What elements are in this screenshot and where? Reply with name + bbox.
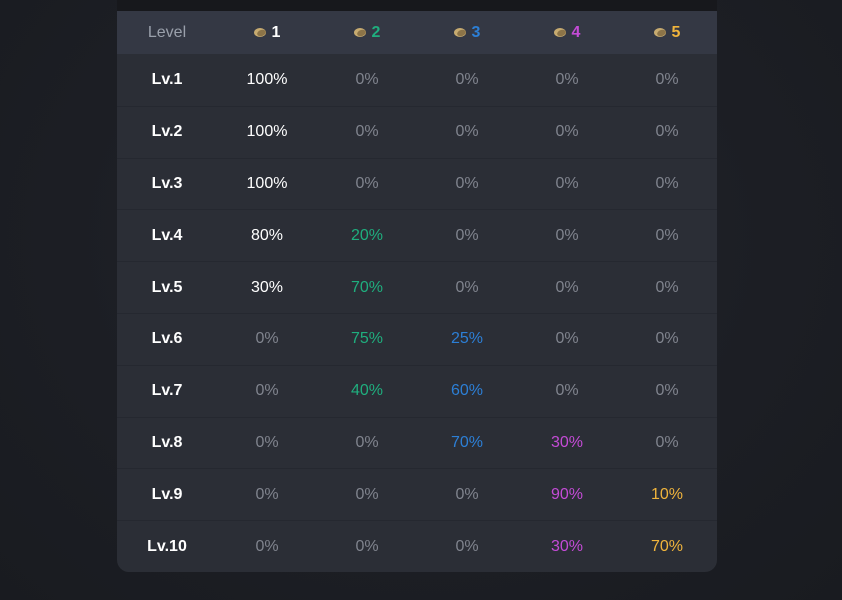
probability-cell-rarity-5: 0% [655,382,679,400]
level-cell: Lv.5 [151,278,183,296]
rarity-header-1: 1 [217,24,317,42]
coin-icon [653,28,666,37]
table-row: Lv.7 0% 40% 60% 0% 0% [117,364,717,417]
probability-cell-rarity-1: 30% [250,278,284,296]
probability-cell-rarity-5: 0% [655,433,679,451]
probability-cell-rarity-1: 0% [255,382,279,400]
probability-cell-rarity-2: 20% [350,226,384,244]
probability-table: Level 1 2 3 4 5 Lv.1 100% 0% 0% 0% 0% Lv.2 [117,11,717,572]
probability-cell-rarity-3: 60% [450,382,484,400]
rarity-label: 5 [671,23,681,41]
probability-cell-rarity-4: 30% [550,433,584,451]
level-cell: Lv.8 [151,433,183,451]
probability-cell-rarity-4: 0% [555,123,579,141]
probability-cell-rarity-4: 0% [555,382,579,400]
probability-cell-rarity-5: 0% [655,226,679,244]
probability-cell-rarity-1: 100% [246,123,288,141]
probability-cell-rarity-5: 10% [650,485,684,503]
table-row: Lv.6 0% 75% 25% 0% 0% [117,312,717,365]
probability-cell-rarity-3: 0% [455,174,479,192]
probability-cell-rarity-5: 0% [655,70,679,88]
coin-icon [553,28,566,37]
probability-cell-rarity-4: 0% [555,330,579,348]
probability-cell-rarity-4: 0% [555,70,579,88]
rarity-label: 1 [271,23,281,41]
probability-cell-rarity-1: 0% [255,537,279,555]
level-cell: Lv.1 [151,70,183,88]
probability-cell-rarity-2: 0% [355,433,379,451]
probability-cell-rarity-1: 0% [255,485,279,503]
probability-cell-rarity-4: 30% [550,537,584,555]
probability-cell-rarity-5: 0% [655,330,679,348]
probability-cell-rarity-2: 0% [355,485,379,503]
table-row: Lv.2 100% 0% 0% 0% 0% [117,105,717,158]
level-cell: Lv.4 [151,226,183,244]
probability-cell-rarity-2: 70% [350,278,384,296]
coin-icon [353,28,366,37]
table-header: Level 1 2 3 4 5 [117,11,717,54]
level-column-header: Level [147,23,187,41]
probability-cell-rarity-4: 0% [555,278,579,296]
level-cell: Lv.10 [147,537,187,555]
probability-cell-rarity-1: 80% [250,226,284,244]
rarity-header-4: 4 [517,24,617,42]
level-cell: Lv.3 [151,174,183,192]
level-cell: Lv.6 [151,330,183,348]
probability-cell-rarity-2: 75% [350,330,384,348]
table-row: Lv.3 100% 0% 0% 0% 0% [117,157,717,210]
probability-cell-rarity-1: 0% [255,330,279,348]
probability-cell-rarity-3: 70% [450,433,484,451]
table-row: Lv.5 30% 70% 0% 0% 0% [117,261,717,313]
probability-cell-rarity-1: 100% [246,174,288,192]
probability-cell-rarity-2: 0% [355,537,379,555]
table-row: Lv.9 0% 0% 0% 90% 10% [117,468,717,520]
table-row: Lv.4 80% 20% 0% 0% 0% [117,209,717,261]
level-cell: Lv.7 [151,382,183,400]
probability-cell-rarity-5: 0% [655,174,679,192]
probability-cell-rarity-1: 0% [255,433,279,451]
probability-cell-rarity-3: 0% [455,278,479,296]
rarity-label: 2 [371,23,381,41]
level-cell: Lv.9 [151,485,183,503]
coin-icon [453,28,466,37]
rarity-header-5: 5 [617,24,717,42]
probability-cell-rarity-2: 0% [355,70,379,88]
top-strip [117,0,717,11]
probability-cell-rarity-3: 25% [450,330,484,348]
probability-cell-rarity-4: 0% [555,174,579,192]
probability-cell-rarity-5: 0% [655,123,679,141]
probability-cell-rarity-2: 0% [355,174,379,192]
table-body: Lv.1 100% 0% 0% 0% 0% Lv.2 100% 0% 0% 0% 0% Lv.3 100%… [117,54,717,572]
probability-cell-rarity-3: 0% [455,226,479,244]
probability-cell-rarity-1: 100% [246,70,288,88]
rarity-label: 3 [471,23,481,41]
probability-cell-rarity-3: 0% [455,537,479,555]
probability-cell-rarity-4: 90% [550,485,584,503]
table-row: Lv.10 0% 0% 0% 30% 70% [117,520,717,572]
table-row: Lv.8 0% 0% 70% 30% 0% [117,416,717,469]
level-cell: Lv.2 [151,123,183,141]
rarity-header-2: 2 [317,24,417,42]
rarity-label: 4 [571,23,581,41]
probability-cell-rarity-5: 0% [655,278,679,296]
probability-cell-rarity-2: 0% [355,123,379,141]
probability-cell-rarity-3: 0% [455,485,479,503]
probability-cell-rarity-2: 40% [350,382,384,400]
coin-icon [253,28,266,37]
rarity-header-3: 3 [417,24,517,42]
probability-cell-rarity-3: 0% [455,70,479,88]
table-row: Lv.1 100% 0% 0% 0% 0% [117,54,717,106]
probability-cell-rarity-3: 0% [455,123,479,141]
probability-cell-rarity-4: 0% [555,226,579,244]
probability-cell-rarity-5: 70% [650,537,684,555]
